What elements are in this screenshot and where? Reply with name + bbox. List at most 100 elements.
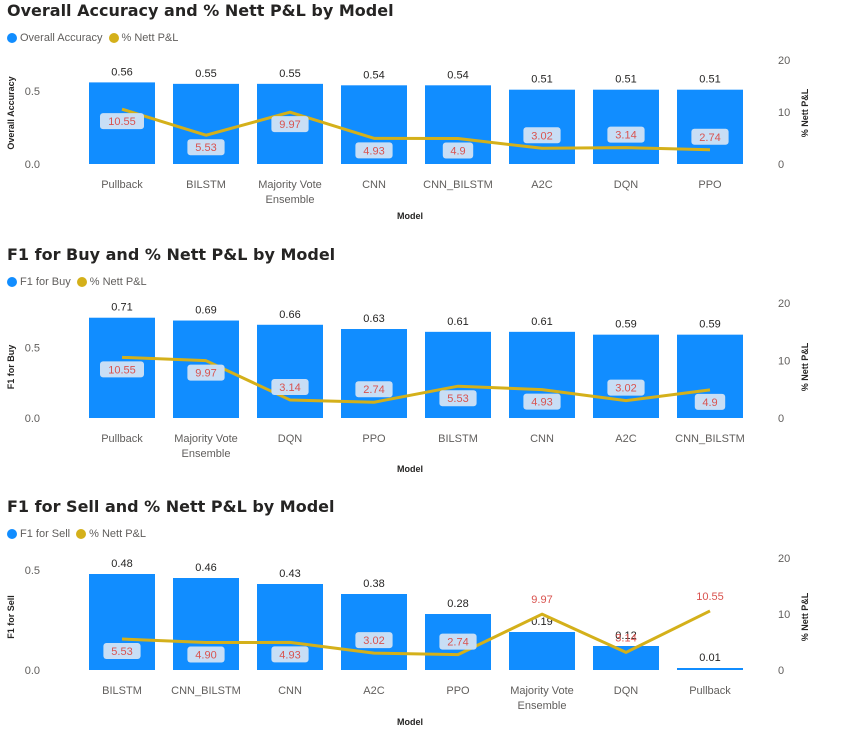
chart-panel-f1-buy: F1 for Buy and % Nett P&L by Model F1 fo… bbox=[6, 245, 810, 474]
line-label-bg bbox=[187, 364, 225, 381]
legend-swatch-bar bbox=[7, 33, 17, 43]
x-tick-label: PPO bbox=[446, 685, 470, 697]
line-label-bg bbox=[439, 390, 477, 407]
y2-tick-label: 10 bbox=[778, 356, 790, 368]
legend-item-line[interactable]: % Nett P&L bbox=[108, 32, 179, 44]
line-label-bg bbox=[607, 126, 645, 143]
legend-label: % Nett P&L bbox=[89, 528, 146, 540]
y-axis-title: F1 for Buy bbox=[6, 345, 16, 390]
legend-item-bar[interactable]: F1 for Sell bbox=[7, 528, 70, 540]
legend-label: % Nett P&L bbox=[121, 32, 179, 44]
bar-value-label: 0.48 bbox=[111, 558, 132, 570]
line-value-label: 3.02 bbox=[615, 383, 636, 395]
legend-item-line[interactable]: % Nett P&L bbox=[76, 528, 146, 540]
x-tick-label: Pullback bbox=[101, 179, 143, 191]
line-label-bg bbox=[607, 379, 645, 396]
line-value-label: 9.97 bbox=[195, 368, 216, 380]
x-tick-label: Majority Vote bbox=[510, 685, 574, 697]
x-tick-label: Majority Vote bbox=[258, 179, 322, 191]
line-label-bg bbox=[442, 142, 474, 159]
line-value-label: 2.74 bbox=[363, 384, 384, 396]
legend-item-bar[interactable]: Overall Accuracy bbox=[7, 32, 103, 44]
bar-value-label: 0.54 bbox=[363, 69, 384, 81]
bar bbox=[509, 632, 575, 670]
line-value-label: 4.93 bbox=[279, 649, 300, 661]
y2-axis-title: % Nett P&L bbox=[800, 342, 810, 391]
x-tick-label: CNN_BILSTM bbox=[675, 433, 745, 445]
line-label-bg bbox=[100, 361, 144, 378]
x-tick-label: Pullback bbox=[101, 433, 143, 445]
chart-panel-accuracy: Overall Accuracy and % Nett P&L by Model… bbox=[0, 0, 850, 230]
x-axis-title: Model bbox=[397, 211, 423, 221]
line-label-bg bbox=[523, 393, 561, 410]
bar-value-label: 0.46 bbox=[195, 562, 216, 574]
line-value-label: 9.97 bbox=[531, 594, 552, 606]
x-tick-label: CNN_BILSTM bbox=[423, 179, 493, 191]
x-tick-label: BILSTM bbox=[186, 179, 226, 191]
legend-label: F1 for Buy bbox=[20, 276, 71, 288]
x-axis-title: Model bbox=[397, 464, 423, 474]
line-value-label: 2.74 bbox=[447, 637, 468, 649]
line-label-bg bbox=[355, 381, 393, 398]
line-label-bg bbox=[271, 116, 309, 133]
bar-value-label: 0.55 bbox=[195, 68, 216, 80]
x-tick-label: DQN bbox=[614, 685, 639, 697]
y-tick-label: 0.5 bbox=[25, 342, 40, 354]
legend-item-line[interactable]: % Nett P&L bbox=[76, 276, 147, 288]
bar-value-label: 0.61 bbox=[531, 316, 552, 328]
y-tick-label: 0.5 bbox=[25, 86, 40, 98]
line-value-label: 5.53 bbox=[447, 393, 468, 405]
line-label-bg bbox=[355, 632, 393, 649]
line-value-label: 3.14 bbox=[279, 382, 300, 394]
bar-value-label: 0.54 bbox=[447, 69, 468, 81]
x-tick-label: A2C bbox=[363, 685, 384, 697]
line-value-label: 5.53 bbox=[111, 646, 132, 658]
bar-value-label: 0.61 bbox=[447, 316, 468, 328]
x-tick-label: DQN bbox=[614, 179, 639, 191]
bar-value-label: 0.51 bbox=[531, 74, 552, 86]
bar-value-label: 0.19 bbox=[531, 616, 552, 628]
line-label-bg bbox=[187, 646, 225, 663]
line-value-label: 4.93 bbox=[363, 145, 384, 157]
x-tick-label: DQN bbox=[278, 433, 303, 445]
chart-legend: F1 for Sell % Nett P&L bbox=[7, 528, 152, 540]
line-label-bg bbox=[694, 393, 726, 410]
chart-title: F1 for Buy and % Nett P&L by Model bbox=[7, 245, 336, 264]
bar bbox=[593, 646, 659, 670]
y2-tick-label: 0 bbox=[778, 159, 784, 171]
line-label-bg bbox=[691, 128, 729, 145]
legend-swatch-bar bbox=[7, 277, 17, 287]
bar-value-label: 0.51 bbox=[699, 74, 720, 86]
chart-plot-accuracy: 0.0 0.5 0 10 20 Overall Accuracy % Nett P&L Mod… bbox=[6, 55, 810, 221]
chart-plot-f1-buy: 0.0 0.5 0 10 20 F1 for Buy % Nett P&L Model 0.71… bbox=[6, 298, 810, 474]
x-tick-label: Pullback bbox=[689, 685, 731, 697]
bar-value-label: 0.59 bbox=[615, 319, 636, 331]
chart-title: F1 for Sell and % Nett P&L by Model bbox=[7, 497, 335, 516]
bar bbox=[257, 324, 323, 418]
bar-value-label: 0.01 bbox=[699, 652, 720, 664]
line-value-label: 3.14 bbox=[615, 632, 636, 644]
y-tick-label: 0.0 bbox=[25, 413, 40, 425]
y2-tick-label: 20 bbox=[778, 298, 790, 310]
legend-swatch-line bbox=[76, 529, 87, 539]
bar bbox=[593, 334, 659, 418]
bar-value-label: 0.59 bbox=[699, 319, 720, 331]
bar-value-label: 0.51 bbox=[615, 74, 636, 86]
y2-tick-label: 20 bbox=[778, 55, 790, 67]
line-value-label: 4.9 bbox=[450, 146, 465, 158]
line-value-label: 10.55 bbox=[108, 364, 136, 376]
y2-axis-title: % Nett P&L bbox=[800, 592, 810, 641]
y2-tick-label: 0 bbox=[778, 413, 784, 425]
bar-value-label: 0.71 bbox=[111, 302, 132, 314]
legend-swatch-bar bbox=[7, 529, 17, 539]
x-tick-label: Ensemble bbox=[266, 194, 315, 206]
line-value-label: 5.53 bbox=[195, 142, 216, 154]
x-tick-label: PPO bbox=[698, 179, 722, 191]
legend-label: Overall Accuracy bbox=[20, 32, 103, 44]
x-tick-label: Ensemble bbox=[518, 700, 567, 712]
x-tick-label: PPO bbox=[362, 433, 386, 445]
legend-item-bar[interactable]: F1 for Buy bbox=[7, 276, 71, 288]
x-tick-label: CNN_BILSTM bbox=[171, 685, 241, 697]
